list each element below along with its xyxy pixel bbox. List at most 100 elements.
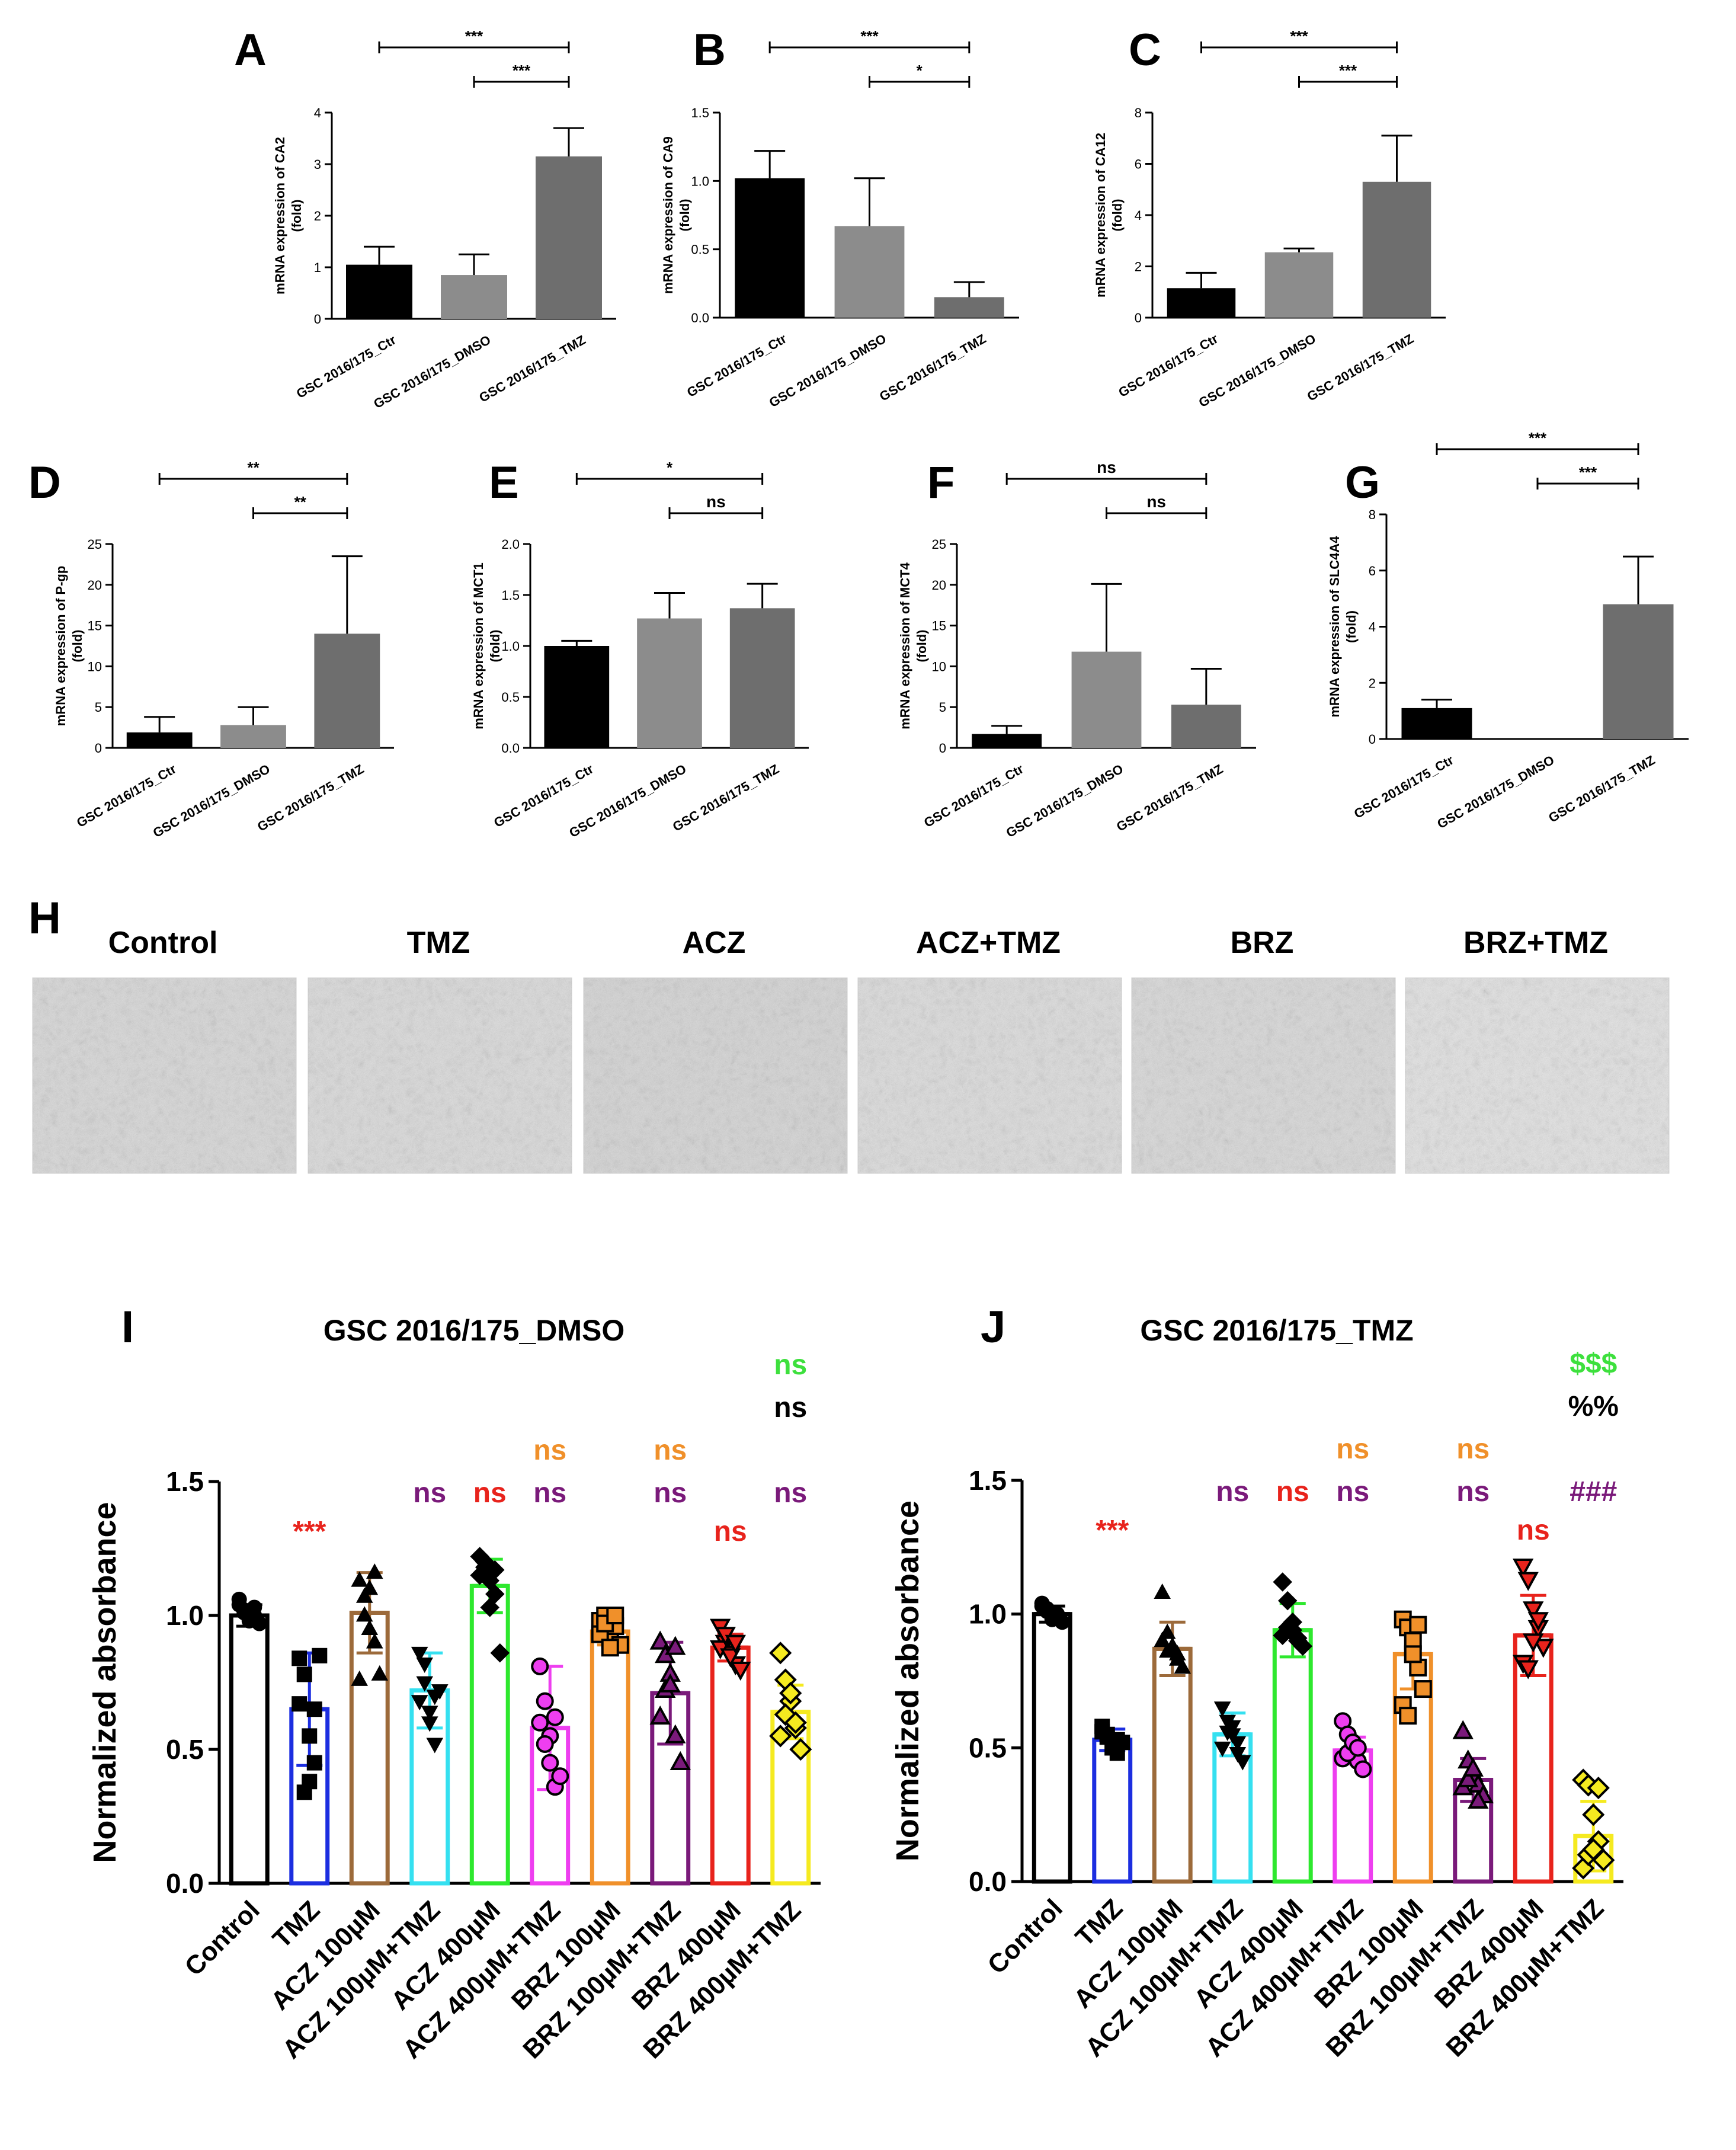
x-tick-label: Control <box>982 1893 1068 1979</box>
data-point <box>1582 1838 1605 1861</box>
significance-annotation: ns <box>1216 1476 1249 1508</box>
panel-g: G 0 2 4 6 8 mRNA expression of SLC4A4 (fold) GSC… <box>1327 429 1689 831</box>
data-point <box>536 1692 554 1710</box>
bar-a-1 <box>441 275 507 319</box>
micrograph-3 <box>857 977 1122 1174</box>
data-point <box>411 1646 428 1662</box>
bar-d-0 <box>126 732 193 748</box>
y-axis-label: Normalized absorbance <box>87 1502 123 1863</box>
data-point <box>351 1571 368 1587</box>
data-point <box>531 1657 549 1675</box>
data-point <box>1587 1776 1610 1800</box>
data-point <box>769 1725 792 1748</box>
chart-title: GSC 2016/175_DMSO <box>324 1314 625 1347</box>
data-point <box>536 1735 554 1753</box>
micrograph-title-1: TMZ <box>407 926 470 960</box>
sig-label: *** <box>1339 62 1357 79</box>
data-point <box>351 1670 368 1686</box>
micrograph-4 <box>1131 977 1396 1174</box>
micrograph-2 <box>583 977 848 1174</box>
data-point <box>416 1657 434 1673</box>
data-point <box>1582 1803 1605 1826</box>
micrograph-1 <box>308 977 572 1174</box>
panel-d: D 0 5 10 15 20 25 mRNA expression of P-gp (fold)… <box>28 457 394 840</box>
y-tick-label: 20 <box>932 578 946 593</box>
micrograph-0 <box>32 977 297 1174</box>
micrograph-texture <box>584 978 847 1173</box>
bar-j-4 <box>1272 1628 1313 1884</box>
significance-annotation: ns <box>654 1435 687 1466</box>
significance-annotation: ns <box>774 1349 807 1381</box>
significance-annotation: ns <box>413 1477 446 1509</box>
micrograph-texture <box>1132 978 1395 1173</box>
y-tick-label: 0.5 <box>166 1734 204 1765</box>
bar-i-8 <box>710 1645 751 1886</box>
data-point <box>1213 1701 1231 1717</box>
y-tick-label: 0 <box>1369 732 1376 747</box>
bar-j-2 <box>1152 1646 1193 1884</box>
bar-e-2 <box>729 608 795 748</box>
micrograph-title-3: ACZ+TMZ <box>916 926 1061 960</box>
x-tick-label: GSC 2016/175_TMZ <box>476 332 588 405</box>
y-tick-label: 0.5 <box>691 242 709 257</box>
bar-j-0 <box>1032 1612 1072 1884</box>
data-point <box>649 1630 671 1650</box>
data-point <box>1468 1789 1489 1809</box>
y-tick-label: 0.5 <box>501 690 520 705</box>
data-point <box>779 1682 802 1705</box>
y-tick-label: 15 <box>932 619 946 634</box>
x-tick-label: GSC 2016/175_TMZ <box>255 762 366 834</box>
panel-e: E 0.0 0.5 1.0 1.5 2.0 mRNA expression of MCT1(… <box>471 457 809 840</box>
bar-f-2 <box>1171 705 1241 748</box>
y-tick-label: 25 <box>932 537 946 552</box>
y-tick-label: 5 <box>95 700 102 715</box>
y-tick-label: 25 <box>88 537 102 552</box>
bar-g-0 <box>1401 708 1472 739</box>
bar-b-2 <box>934 297 1004 318</box>
data-point <box>355 1606 373 1622</box>
sig-label: *** <box>1529 429 1547 447</box>
panel-c: C 0 2 4 6 8 mRNA expression of CA12 (fold) GSC 2… <box>1093 25 1446 410</box>
y-axis-unit: (fold) <box>914 630 929 663</box>
data-point <box>312 1647 328 1663</box>
data-point <box>1523 1633 1544 1653</box>
y-tick-label: 1 <box>314 260 321 275</box>
data-point <box>306 1701 322 1717</box>
bar-c-2 <box>1362 181 1431 318</box>
sig-label: *** <box>465 27 483 45</box>
data-point <box>784 1711 807 1734</box>
data-point <box>355 1587 373 1603</box>
data-point <box>551 1767 569 1786</box>
y-tick-label: 2.0 <box>501 537 520 552</box>
bar-e-0 <box>544 646 610 748</box>
y-axis-unit: (fold) <box>289 200 304 232</box>
data-point <box>411 1695 428 1711</box>
bar-f-0 <box>972 734 1042 748</box>
y-tick-label: 1.0 <box>691 174 709 188</box>
y-axis-label: Normalized absorbance <box>890 1500 925 1861</box>
data-point <box>531 1713 549 1732</box>
significance-annotation: ns <box>533 1477 566 1509</box>
significance-annotation: ns <box>473 1477 507 1509</box>
bar-d-2 <box>314 634 380 748</box>
significance-annotation: ### <box>1570 1476 1617 1508</box>
data-point <box>361 1620 379 1635</box>
significance-annotation: ns <box>714 1516 747 1547</box>
data-point <box>665 1724 686 1743</box>
y-tick-label: 0.0 <box>691 311 709 325</box>
significance-annotation: $$$ <box>1570 1348 1617 1380</box>
bar-c-0 <box>1167 288 1236 318</box>
chart-title: GSC 2016/175_TMZ <box>1140 1314 1413 1347</box>
y-axis-unit: (fold) <box>677 199 692 232</box>
sig-label: ns <box>706 492 726 511</box>
y-tick-label: 0.0 <box>166 1868 204 1899</box>
y-axis-label: mRNA expression of CA12 <box>1093 133 1108 297</box>
sig-label: *** <box>1290 27 1308 45</box>
significance-annotation: ns <box>774 1477 807 1509</box>
data-point <box>366 1563 383 1579</box>
y-tick-label: 10 <box>932 659 946 674</box>
micrograph-texture <box>858 978 1122 1173</box>
y-tick-label: 4 <box>1135 208 1142 223</box>
data-point <box>1164 1639 1181 1655</box>
